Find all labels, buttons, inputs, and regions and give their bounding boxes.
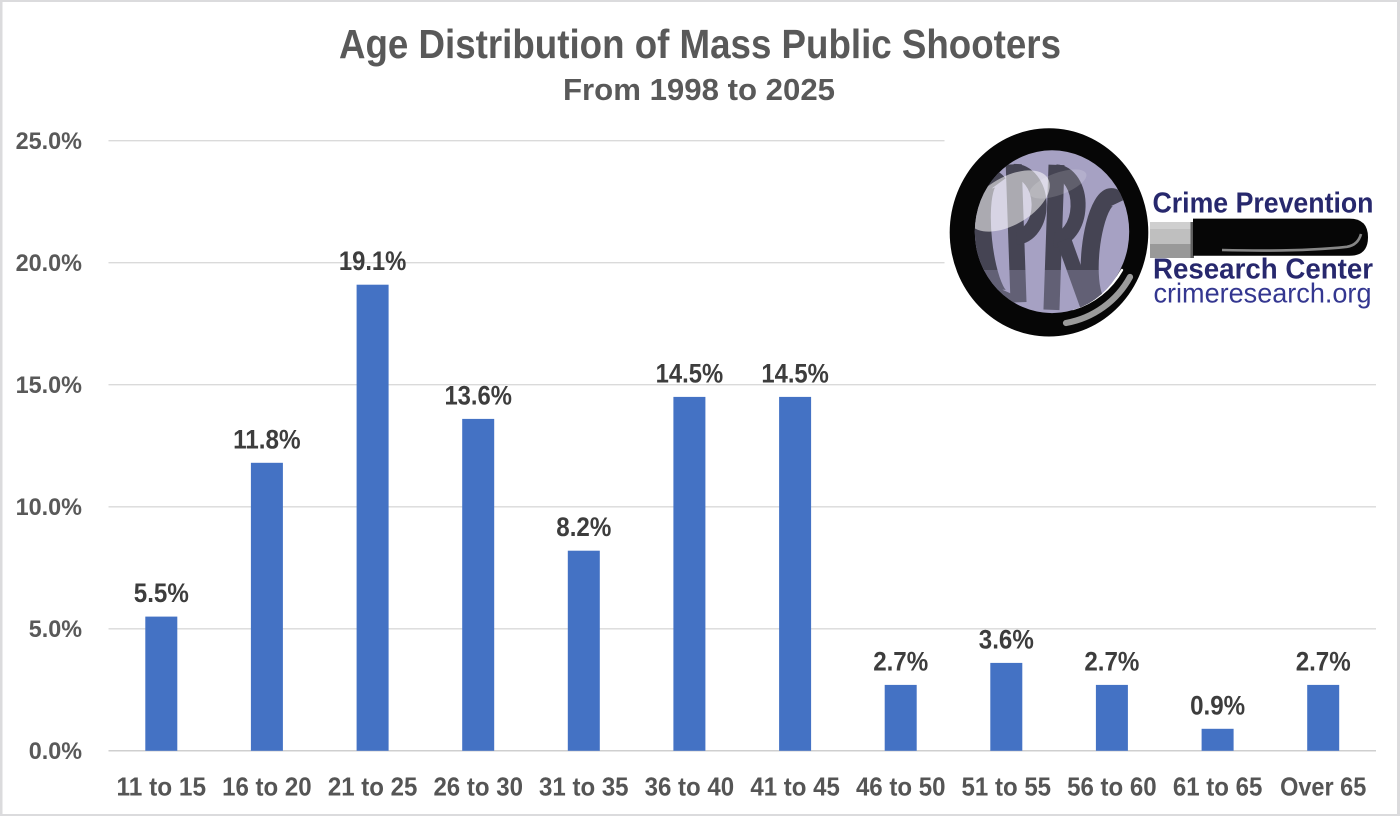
svg-text:14.5%: 14.5%	[656, 358, 724, 388]
svg-text:Age Distribution of Mass Publi: Age Distribution of Mass Public Shooters	[339, 21, 1061, 67]
svg-text:Research Center: Research Center	[1153, 254, 1373, 286]
svg-text:3.6%: 3.6%	[979, 624, 1034, 654]
svg-text:11 to 15: 11 to 15	[117, 771, 207, 801]
svg-text:56 to 60: 56 to 60	[1067, 771, 1157, 801]
svg-text:2.7%: 2.7%	[1084, 646, 1139, 676]
svg-text:8.2%: 8.2%	[556, 512, 611, 542]
svg-text:0.0%: 0.0%	[29, 738, 83, 765]
svg-text:15.0%: 15.0%	[16, 372, 83, 399]
svg-text:31 to 35: 31 to 35	[539, 771, 629, 801]
svg-text:16 to 20: 16 to 20	[222, 771, 312, 801]
svg-text:2.7%: 2.7%	[873, 646, 928, 676]
svg-text:26 to 30: 26 to 30	[433, 771, 523, 801]
svg-text:Over 65: Over 65	[1280, 771, 1366, 801]
svg-text:14.5%: 14.5%	[761, 358, 829, 388]
svg-text:0.9%: 0.9%	[1190, 690, 1245, 720]
svg-text:5.5%: 5.5%	[134, 578, 189, 608]
svg-text:19.1%: 19.1%	[339, 246, 407, 276]
svg-text:10.0%: 10.0%	[16, 494, 83, 521]
svg-text:21 to 25: 21 to 25	[328, 771, 418, 801]
svg-text:20.0%: 20.0%	[16, 250, 83, 277]
svg-text:51 to 55: 51 to 55	[962, 771, 1052, 801]
svg-text:Crime Prevention: Crime Prevention	[1153, 188, 1374, 220]
svg-text:36 to 40: 36 to 40	[645, 771, 735, 801]
svg-text:11.8%: 11.8%	[233, 424, 301, 454]
svg-text:5.0%: 5.0%	[29, 616, 83, 643]
svg-text:41 to 45: 41 to 45	[750, 771, 840, 801]
svg-text:13.6%: 13.6%	[444, 380, 512, 410]
svg-text:crimeresearch.org: crimeresearch.org	[1154, 278, 1372, 309]
svg-text:25.0%: 25.0%	[16, 128, 83, 155]
svg-text:61 to 65: 61 to 65	[1173, 771, 1263, 801]
svg-text:2.7%: 2.7%	[1296, 646, 1351, 676]
svg-text:From 1998 to 2025: From 1998 to 2025	[563, 72, 835, 107]
svg-text:46 to 50: 46 to 50	[856, 771, 946, 801]
